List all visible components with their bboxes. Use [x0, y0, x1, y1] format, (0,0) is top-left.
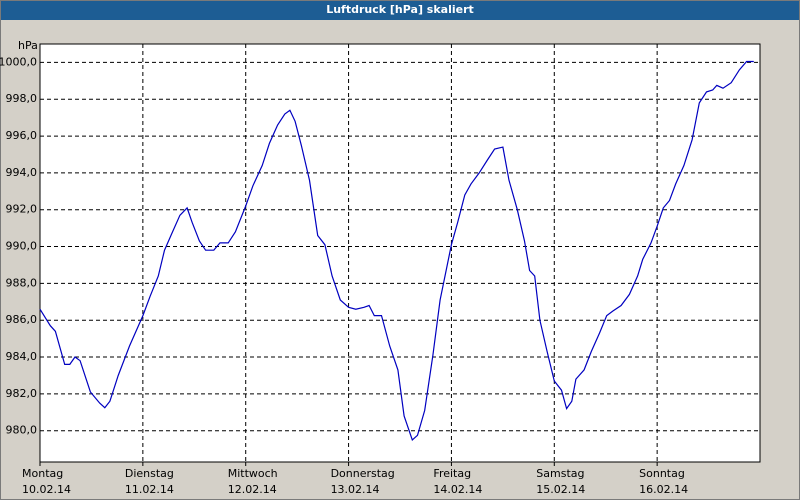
title-bar — [0, 0, 800, 20]
y-tick-label: 984,0 — [6, 350, 38, 363]
x-tick-date: 10.02.14 — [22, 483, 71, 496]
y-tick-label: 992,0 — [6, 203, 38, 216]
x-tick-date: 16.02.14 — [639, 483, 688, 496]
x-tick-date: 11.02.14 — [125, 483, 174, 496]
x-tick-label: Sonntag — [639, 467, 685, 480]
x-tick-label: Dienstag — [125, 467, 174, 480]
y-tick-label: 990,0 — [6, 240, 38, 253]
x-tick-label: Donnerstag — [331, 467, 395, 480]
x-tick-date: 14.02.14 — [433, 483, 482, 496]
y-tick-label: 982,0 — [6, 387, 38, 400]
plot-area — [39, 43, 761, 463]
y-tick-label: 988,0 — [6, 276, 38, 289]
x-tick-date: 15.02.14 — [536, 483, 585, 496]
y-tick-label: 994,0 — [6, 166, 38, 179]
y-axis-unit: hPa — [18, 39, 38, 52]
x-tick-label: Samstag — [536, 467, 584, 480]
x-tick-label: Mittwoch — [228, 467, 278, 480]
x-tick-date: 13.02.14 — [331, 483, 380, 496]
x-tick-date: 12.02.14 — [228, 483, 277, 496]
y-tick-label: 980,0 — [6, 424, 38, 437]
y-tick-label: 996,0 — [6, 129, 38, 142]
data-line — [39, 60, 754, 441]
x-tick-label: Freitag — [433, 467, 471, 480]
y-tick-label: 998,0 — [6, 92, 38, 105]
y-tick-label: 1000,0 — [0, 55, 37, 68]
x-tick-label: Montag — [22, 467, 63, 480]
chart-title: Luftdruck [hPa] skaliert — [326, 3, 474, 16]
y-tick-label: 986,0 — [6, 313, 38, 326]
